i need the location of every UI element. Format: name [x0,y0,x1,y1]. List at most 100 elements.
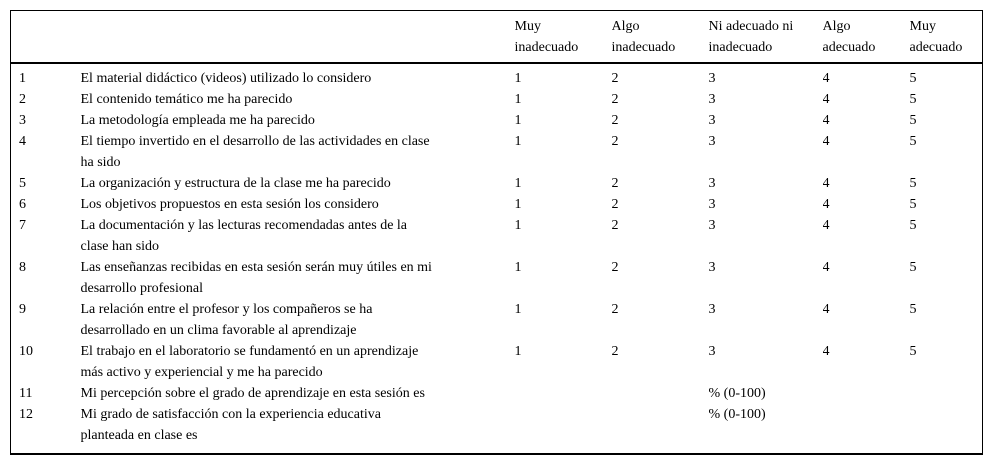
scale-value [910,404,983,454]
scale-value: 1 [514,134,522,149]
scale-value: 1 [514,260,522,275]
scale-value: 4 [822,302,830,317]
scale-value: 3 [708,197,716,212]
column-header-muy-adecuado: Muy adecuado [909,19,963,55]
scale-value: 2 [611,197,619,212]
question-number: 4 [19,134,26,149]
table-row: 12 Mi grado de satisfacción con la experi… [11,404,983,454]
table-row: 4 El tiempo invertido en el desarrollo de… [11,131,983,173]
scale-value: 3 [708,218,716,233]
table-row: 7 La documentación y las lecturas recomen… [11,215,983,257]
scale-value: 2 [611,71,619,86]
scale-value: 5 [909,197,917,212]
scale-value: 5 [909,134,917,149]
scale-value: 3 [708,113,716,128]
scale-value: 2 [611,176,619,191]
scale-value: 2 [611,218,619,233]
question-text: El material didáctico (videos) utilizado… [80,71,372,86]
question-text: La relación entre el profesor y los comp… [80,302,373,338]
question-number: 12 [19,407,33,422]
header-spacer-question [81,11,515,64]
question-text: Los objetivos propuestos en esta sesión … [80,197,379,212]
scale-value: 1 [514,176,522,191]
table-body: 1 El material didáctico (videos) utilizad… [11,63,983,454]
scale-value: 4 [822,260,830,275]
questionnaire-table: Muy inadecuado Algo inadecuado Ni adecua… [10,10,983,455]
scale-value: 4 [822,218,830,233]
question-text: La organización y estructura de la clase… [80,176,391,191]
scale-value: 5 [909,218,917,233]
scale-value: 4 [822,344,830,359]
scale-value: 1 [514,302,522,317]
scale-value [515,404,612,454]
scale-value: 4 [822,71,830,86]
scale-value [910,383,983,404]
scale-value: 2 [611,260,619,275]
question-number: 1 [19,71,26,86]
scale-value: 4 [822,113,830,128]
scale-value [612,404,709,454]
scale-value: 4 [822,92,830,107]
question-number: 11 [19,386,33,401]
question-text: Las enseñanzas recibidas en esta sesión … [80,260,432,296]
question-number: 9 [19,302,26,317]
scale-value: 2 [611,302,619,317]
column-header-muy-inadecuado: Muy inadecuado [514,19,579,55]
scale-value: 1 [514,218,522,233]
scale-value: 1 [514,197,522,212]
question-text: El trabajo en el laboratorio se fundamen… [80,344,419,380]
column-header-algo-adecuado: Algo adecuado [822,19,876,55]
scale-value [515,383,612,404]
question-number: 5 [19,176,26,191]
scale-value: 5 [909,302,917,317]
scale-value: 5 [909,71,917,86]
scale-value: 2 [611,344,619,359]
table-row: 2 El contenido temático me ha parecido 1 2 3… [11,89,983,110]
question-text: El tiempo invertido en el desarrollo de … [80,134,430,170]
scale-value: 5 [909,176,917,191]
scale-value: % (0-100) [708,386,766,401]
scale-value: 5 [909,113,917,128]
scale-value: 3 [708,71,716,86]
scale-value: 4 [822,134,830,149]
column-header-ni-adecuado-ni-inadecuado: Ni adecuado ni inadecuado [708,19,794,55]
table-row: 10 El trabajo en el laboratorio se fundam… [11,341,983,383]
question-text: Mi percepción sobre el grado de aprendiz… [80,386,425,401]
scale-value: 1 [514,92,522,107]
question-number: 2 [19,92,26,107]
scale-value: 3 [708,92,716,107]
scale-value: 5 [909,344,917,359]
scale-value: 4 [822,176,830,191]
scale-value: 2 [611,113,619,128]
scale-value [823,383,910,404]
question-number: 10 [19,344,33,359]
question-text: La metodología empleada me ha parecido [80,113,315,128]
scale-value: 1 [514,71,522,86]
question-text: La documentación y las lecturas recomend… [80,218,408,254]
question-text: Mi grado de satisfacción con la experien… [80,407,381,443]
scale-value [823,404,910,454]
scale-value: 5 [909,92,917,107]
scale-value: 5 [909,260,917,275]
question-number: 6 [19,197,26,212]
table-row: 11 Mi percepción sobre el grado de aprend… [11,383,983,404]
table-row: 3 La metodología empleada me ha parecido 1… [11,110,983,131]
table-row: 6 Los objetivos propuestos en esta sesión… [11,194,983,215]
header-spacer-num [11,11,81,64]
table-row: 5 La organización y estructura de la clas… [11,173,983,194]
scale-value: 3 [708,260,716,275]
table-row: 8 Las enseñanzas recibidas en esta sesión… [11,257,983,299]
scale-value: 3 [708,302,716,317]
question-number: 8 [19,260,26,275]
scale-value: 4 [822,197,830,212]
scale-value: 2 [611,134,619,149]
question-number: 7 [19,218,26,233]
scale-value: 3 [708,176,716,191]
scale-value: 3 [708,134,716,149]
question-text: El contenido temático me ha parecido [80,92,293,107]
question-number: 3 [19,113,26,128]
scale-value: % (0-100) [708,407,766,422]
scale-value: 3 [708,344,716,359]
scale-value: 1 [514,113,522,128]
header-row: Muy inadecuado Algo inadecuado Ni adecua… [10,11,983,64]
